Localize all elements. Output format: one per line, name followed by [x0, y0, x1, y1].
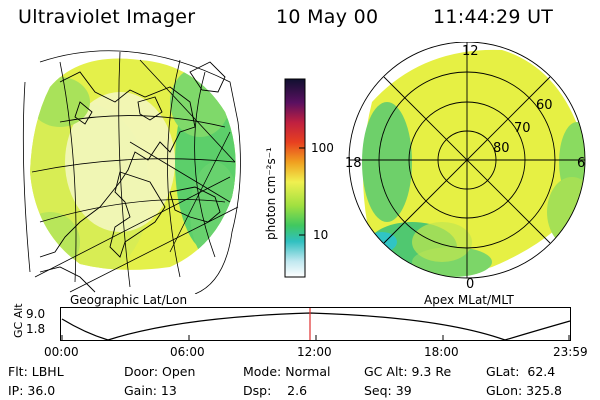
filter-value: Flt: LBHL	[8, 364, 64, 379]
colorbar-tick-10: 10	[313, 228, 329, 242]
colorbar	[284, 78, 306, 278]
geographic-panel-label: Geographic Lat/Lon	[70, 293, 188, 307]
door-value: Door: Open	[124, 364, 196, 379]
mlat-label-60: 60	[536, 98, 553, 113]
dsp-value: Dsp: 2.6	[243, 383, 308, 398]
colorbar-unit-label: photon cm⁻²s⁻¹	[264, 147, 278, 240]
altitude-xtick-0000: 00:00	[44, 345, 79, 359]
mlat-label-70: 70	[514, 121, 531, 136]
altitude-plot	[60, 307, 571, 341]
time-label: 11:44:29 UT	[433, 6, 554, 28]
apex-panel-label: Apex MLat/MLT	[424, 293, 514, 307]
glon-value: GLon: 325.8	[486, 383, 562, 398]
seq-value: Seq: 39	[364, 383, 412, 398]
ip-value: IP: 36.0	[8, 383, 56, 398]
mlt-label-18: 18	[345, 156, 362, 171]
altitude-ylabel: GC Alt	[12, 303, 25, 338]
instrument-title: Ultraviolet Imager	[18, 6, 196, 28]
altitude-xtick-2359: 23:59	[553, 345, 588, 359]
mlt-label-0: 0	[466, 277, 475, 292]
mlt-label-12: 12	[462, 44, 479, 59]
apex-polar-image	[348, 42, 586, 279]
gc-alt-value: GC Alt: 9.3 Re	[364, 364, 452, 379]
altitude-xtick-0600: 06:00	[170, 345, 205, 359]
mode-value: Mode: Normal	[243, 364, 331, 379]
gain-value: Gain: 13	[124, 383, 177, 398]
mlat-label-80: 80	[493, 141, 510, 156]
altitude-xtick-1200: 12:00	[297, 345, 332, 359]
colorbar-tick-100: 100	[311, 141, 334, 155]
date-label: 10 May 00	[276, 6, 379, 28]
glat-value: GLat: 62.4	[486, 364, 556, 379]
mlt-label-6: 6	[577, 156, 586, 171]
altitude-ytick-9: 9.0	[26, 307, 46, 321]
altitude-ytick-1: 1.8	[26, 322, 46, 336]
altitude-xtick-1800: 18:00	[424, 345, 459, 359]
geographic-image	[22, 50, 241, 294]
